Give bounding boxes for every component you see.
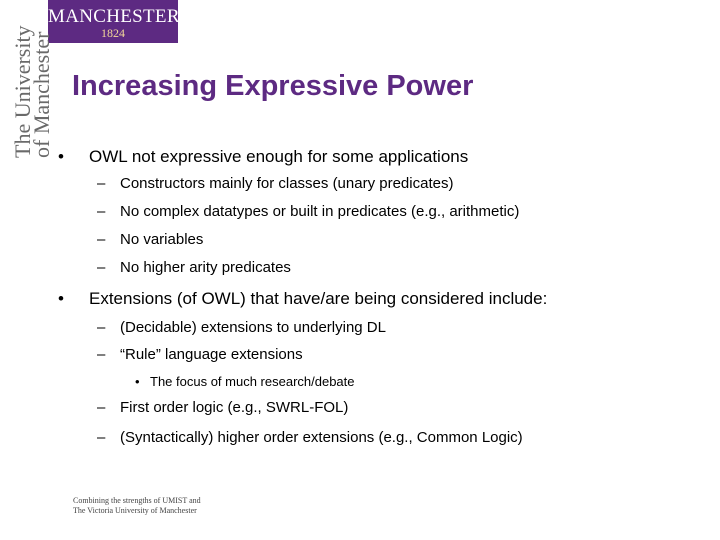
bullet-dot: • [135, 374, 140, 389]
bullet-text: (Decidable) extensions to underlying DL [120, 319, 386, 336]
footer-line-1: Combining the strengths of UMIST and [73, 496, 201, 505]
bullet-text: No variables [120, 231, 204, 248]
bullet-text: OWL not expressive enough for some appli… [89, 147, 469, 166]
sub-bullet-variables: – No variables [97, 231, 204, 248]
bullet-dash: – [97, 231, 106, 248]
manchester-logo: MANCHESTER 1824 [48, 0, 180, 43]
sub-bullet-rule-language: – “Rule” language extensions [97, 346, 303, 363]
bullet-dot: • [58, 289, 64, 308]
bullet-text: First order logic (e.g., SWRL-FOL) [120, 399, 349, 416]
bullet-text: No higher arity predicates [120, 259, 291, 276]
bullet-text: Constructors mainly for classes (unary p… [120, 175, 454, 192]
logo-year: 1824 [101, 26, 125, 40]
sub-bullet-higher-order: – (Syntactically) higher order extension… [97, 429, 523, 446]
sub-bullet-decidable: – (Decidable) extensions to underlying D… [97, 319, 386, 336]
bullet-dash: – [97, 429, 106, 446]
university-side-text: The University of Manchester [10, 25, 54, 158]
bullet-text: “Rule” language extensions [120, 346, 303, 363]
sub-bullet-first-order: – First order logic (e.g., SWRL-FOL) [97, 399, 349, 416]
side-text-line-2: of Manchester [29, 31, 54, 158]
logo-wordmark: MANCHESTER [48, 6, 180, 27]
bullet-dash: – [97, 203, 106, 220]
bullet-dash: – [97, 175, 106, 192]
slide-title: Increasing Expressive Power [72, 70, 474, 102]
bullet-dot: • [58, 147, 64, 166]
sub-bullet-datatypes: – No complex datatypes or built in predi… [97, 203, 520, 220]
bullet-dash: – [97, 399, 106, 416]
sub-sub-bullet-focus: • The focus of much research/debate [135, 374, 355, 389]
bullet-text: No complex datatypes or built in predica… [120, 203, 520, 220]
sub-bullet-constructors: – Constructors mainly for classes (unary… [97, 175, 454, 192]
bullet-dash: – [97, 319, 106, 336]
bullet-text: Extensions (of OWL) that have/are being … [89, 289, 548, 308]
bullet-text: The focus of much research/debate [150, 374, 355, 389]
bullet-dash: – [97, 346, 106, 363]
footer-tagline: Combining the strengths of UMIST and The… [73, 496, 201, 516]
bullet-dash: – [97, 259, 106, 276]
bullet-text: (Syntactically) higher order extensions … [120, 429, 523, 446]
sub-bullet-arity: – No higher arity predicates [97, 259, 291, 276]
footer-line-2: The Victoria University of Manchester [73, 506, 197, 515]
bullet-extensions: • Extensions (of OWL) that have/are bein… [58, 289, 548, 309]
bullet-owl-not-expressive: • OWL not expressive enough for some app… [58, 147, 469, 167]
